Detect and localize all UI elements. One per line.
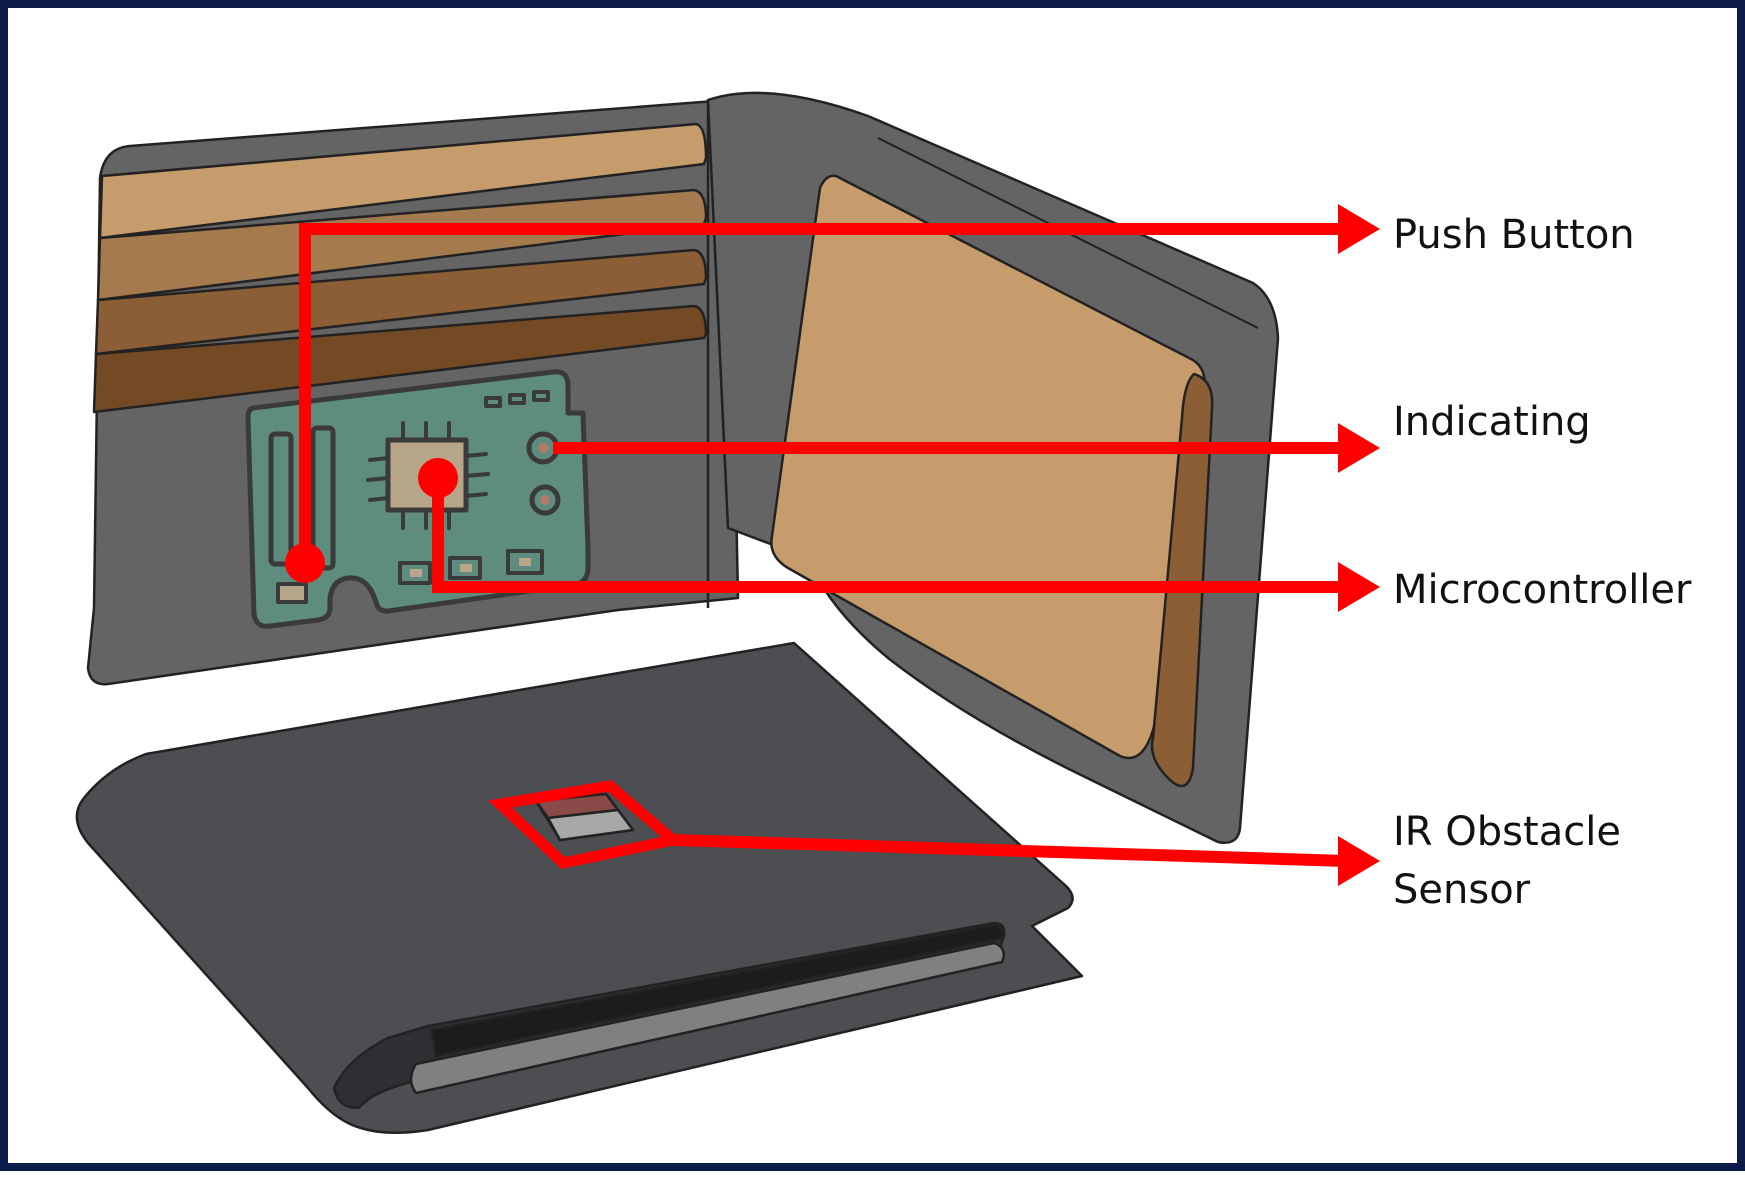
label-ir-obstacle: IR Obstacle xyxy=(1393,809,1621,855)
ir-sensor-receiver xyxy=(546,808,635,842)
label-microcontroller: Microcontroller xyxy=(1393,567,1692,613)
card-slot-1 xyxy=(98,122,708,240)
card-edge-black xyxy=(430,923,1005,1058)
label-sensor: Sensor xyxy=(1393,867,1531,913)
card-edge-grey xyxy=(409,941,1005,1095)
pcb-pad xyxy=(484,396,502,408)
closed-wallet-body xyxy=(75,641,1084,1134)
wallet-diagram: Push Button Indicating Microcontroller I… xyxy=(75,91,1692,1134)
microcontroller-arrowhead xyxy=(1338,562,1380,612)
push-button-dot xyxy=(285,543,325,583)
pin-header-left-1 xyxy=(268,431,294,567)
ir-sensor-arrowhead xyxy=(1338,836,1380,886)
microcontroller-callout-line xyxy=(432,478,1346,593)
callout-markers xyxy=(285,204,1380,886)
mcu-chip-pins xyxy=(366,421,490,530)
push-button-pad xyxy=(276,582,308,604)
push-button-arrowhead xyxy=(1338,204,1380,254)
closed-wallet xyxy=(75,641,1084,1134)
pcb-pad xyxy=(508,393,526,405)
card-slot-2 xyxy=(96,188,708,302)
pcb-board xyxy=(245,369,591,629)
ir-sensor-callout-line xyxy=(672,834,1347,867)
pcb-pad xyxy=(532,390,550,402)
label-indicating: Indicating xyxy=(1393,399,1591,445)
card-slot-4 xyxy=(92,304,708,414)
label-push-button: Push Button xyxy=(1393,212,1635,258)
push-button-callout-line xyxy=(299,223,1346,563)
microcontroller-dot xyxy=(418,458,458,498)
card-slot-3 xyxy=(94,248,708,356)
callouts xyxy=(299,223,1347,869)
indicating-arrowhead xyxy=(1338,423,1380,473)
pocket-edge xyxy=(1150,372,1214,788)
